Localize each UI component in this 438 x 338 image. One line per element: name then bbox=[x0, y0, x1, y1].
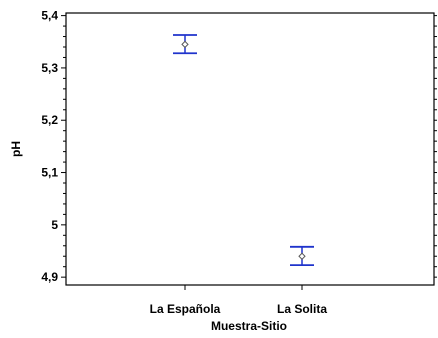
x-axis-title: Muestra-Sitio bbox=[211, 319, 287, 333]
y-tick-label: 5,2 bbox=[41, 113, 58, 127]
y-tick-label: 5,4 bbox=[41, 9, 58, 23]
data-marks bbox=[173, 34, 314, 267]
y-axis-title: pH bbox=[9, 141, 23, 157]
mean-point bbox=[298, 252, 306, 260]
x-tick-label: La Española bbox=[150, 302, 221, 316]
y-tick-label: 5,3 bbox=[41, 61, 58, 75]
x-axis-ticks: La Española La Solita bbox=[150, 285, 327, 316]
y-tick-label: 5 bbox=[51, 218, 58, 232]
right-axis-minor-ticks bbox=[434, 15, 437, 278]
plot-area-frame bbox=[65, 12, 435, 286]
y-axis-ticks: 4,9 5 5,1 5,2 5,3 5,4 bbox=[41, 9, 66, 284]
y-tick-label: 5,1 bbox=[41, 166, 58, 180]
y-tick-label: 4,9 bbox=[41, 270, 58, 284]
x-tick-label: La Solita bbox=[277, 302, 327, 316]
mean-point bbox=[181, 40, 189, 49]
